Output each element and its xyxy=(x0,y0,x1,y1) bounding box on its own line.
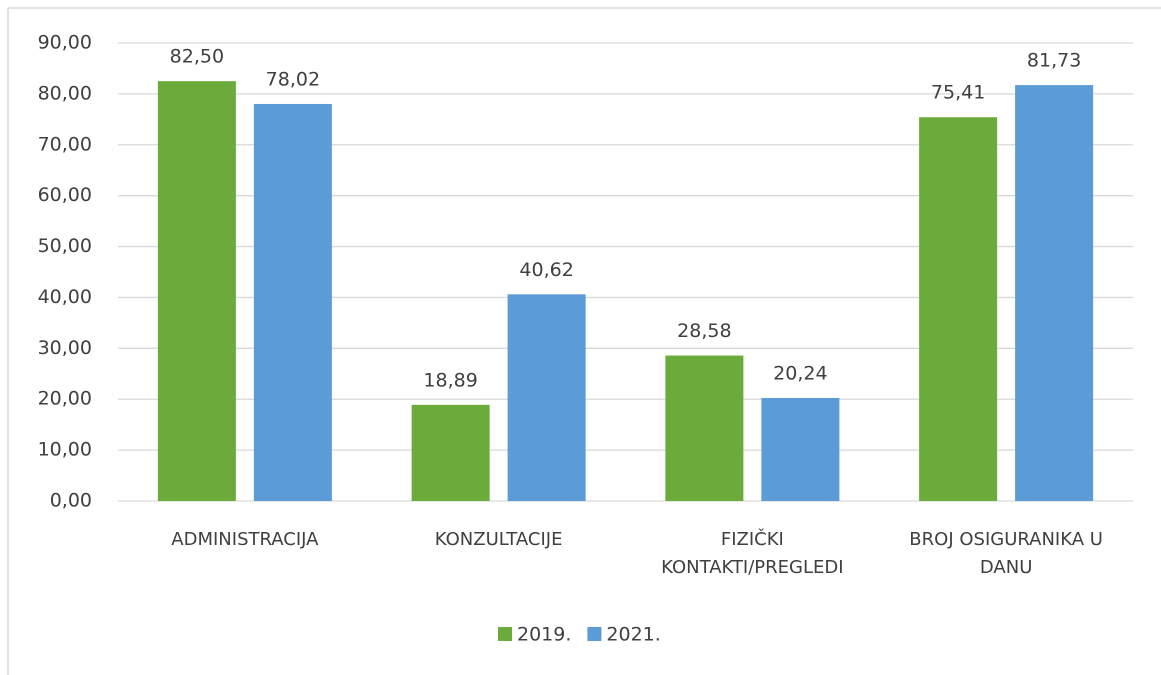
bar xyxy=(411,404,490,501)
y-tick-label: 40,00 xyxy=(38,286,92,308)
bar xyxy=(253,103,332,501)
y-tick-label: 60,00 xyxy=(38,184,92,206)
y-tick-label: 90,00 xyxy=(38,32,92,54)
legend-label: 2021. xyxy=(606,624,660,646)
data-label: 40,62 xyxy=(519,259,573,281)
y-tick-label: 70,00 xyxy=(38,133,92,155)
data-label: 18,89 xyxy=(423,369,477,391)
y-tick-label: 30,00 xyxy=(38,337,92,359)
data-label: 81,73 xyxy=(1027,50,1081,72)
y-tick-label: 20,00 xyxy=(38,388,92,410)
y-tick-label: 0,00 xyxy=(50,490,92,512)
data-label: 78,02 xyxy=(266,68,320,90)
bar xyxy=(919,117,998,501)
bar xyxy=(665,355,744,501)
y-tick-label: 50,00 xyxy=(38,235,92,257)
bar xyxy=(507,294,586,501)
x-tick-label: BROJ OSIGURANIKA U DANU xyxy=(909,529,1103,578)
y-tick-label: 80,00 xyxy=(38,82,92,104)
data-label: 28,58 xyxy=(677,320,731,342)
x-tick-label: ADMINISTRACIJA xyxy=(171,529,319,550)
data-label: 20,24 xyxy=(773,363,827,385)
x-tick-label: FIZIČKI KONTAKTI/PREGLEDI xyxy=(661,529,844,578)
bar xyxy=(157,81,236,502)
data-label: 75,41 xyxy=(931,82,985,104)
legend-label: 2019. xyxy=(517,624,571,646)
y-tick-label: 10,00 xyxy=(38,439,92,461)
data-label: 82,50 xyxy=(170,46,224,68)
legend-swatch xyxy=(587,627,602,641)
x-tick-label: KONZULTACIJE xyxy=(434,529,563,550)
bar xyxy=(1015,85,1094,501)
legend-swatch xyxy=(498,627,512,641)
bar xyxy=(761,398,840,501)
